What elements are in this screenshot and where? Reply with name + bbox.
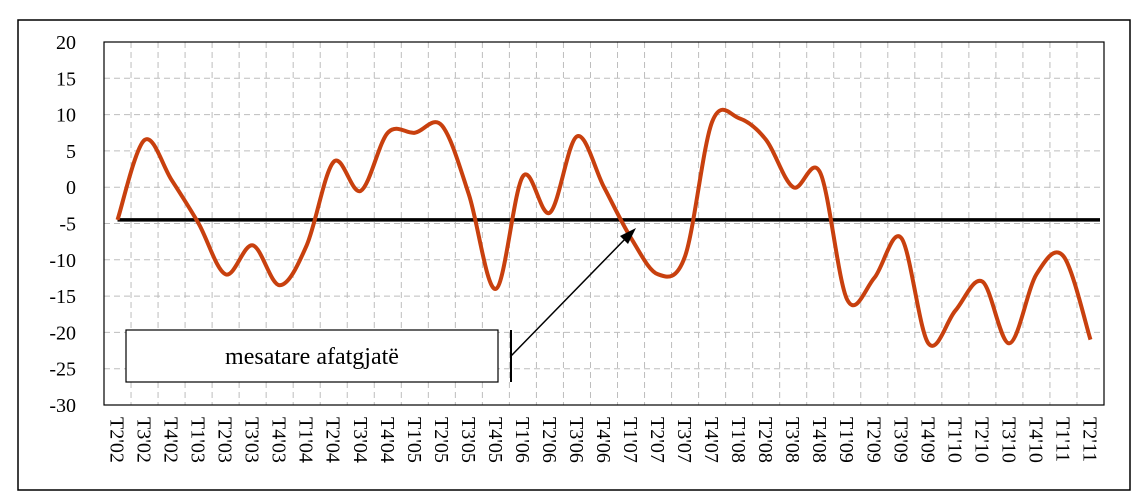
x-tick-label: T2'03 [214, 417, 236, 463]
x-tick-label: T3'09 [889, 417, 911, 463]
plot-frame [103, 41, 1105, 406]
y-tick-label: -20 [49, 322, 76, 344]
y-tick-label: 15 [56, 68, 76, 90]
y-tick-label: -25 [49, 359, 76, 381]
x-tick-label: T3'07 [673, 417, 695, 463]
y-tick-label: -10 [49, 250, 76, 272]
x-tick-label: T1'04 [295, 417, 317, 463]
x-tick-label: T3'08 [781, 417, 803, 463]
x-tick-label: T1'11 [1051, 417, 1073, 462]
x-tick-label: T4'05 [484, 417, 506, 463]
x-tick-label: T2'05 [430, 417, 452, 463]
y-tick-label: -5 [59, 214, 76, 236]
data-line [115, 107, 1093, 348]
y-tick-label: -15 [49, 286, 76, 308]
x-tick-label: T4'06 [592, 417, 614, 463]
annotation-box [125, 329, 499, 383]
y-tick-label: 20 [56, 32, 76, 54]
x-tick-label: T4'07 [700, 417, 722, 463]
x-tick-label: T1'05 [403, 417, 425, 463]
x-tick-label: T2'10 [970, 417, 992, 463]
x-tick-label: T4'09 [916, 417, 938, 463]
x-tick-label: T3'05 [457, 417, 479, 463]
chart-frame [17, 19, 1131, 491]
arrow-head [620, 228, 636, 244]
x-tick-label: T2'09 [862, 417, 884, 463]
x-tick-label: T1'10 [943, 417, 965, 463]
x-tick-label: T3'02 [133, 417, 155, 463]
x-tick-label: T2'08 [754, 417, 776, 463]
x-tick-label: T2'02 [106, 417, 128, 463]
y-tick-label: 0 [66, 177, 76, 199]
x-tick-label: T4'03 [268, 417, 290, 463]
y-tick-label: -30 [49, 395, 76, 417]
x-tick-label: T3'03 [241, 417, 263, 463]
annotation-label: mesatare afatgjatë [225, 344, 399, 370]
x-tick-label: T2'06 [538, 417, 560, 463]
x-tick-label: T4'04 [376, 417, 398, 463]
x-tick-label: T1'07 [619, 417, 641, 463]
x-tick-label: T2'11 [1078, 417, 1100, 462]
x-tick-label: T3'04 [349, 417, 371, 463]
x-tick-label: T1'08 [727, 417, 749, 463]
x-tick-label: T1'06 [511, 417, 533, 463]
x-tick-label: T3'06 [565, 417, 587, 463]
y-tick-label: 10 [56, 105, 76, 127]
x-tick-label: T4'08 [808, 417, 830, 463]
x-tick-label: T2'04 [322, 417, 344, 463]
x-tick-label: T3'10 [997, 417, 1019, 463]
x-tick-label: T1'03 [187, 417, 209, 463]
y-tick-label: 5 [66, 141, 76, 163]
x-tick-label: T4'10 [1024, 417, 1046, 463]
x-tick-label: T2'07 [646, 417, 668, 463]
x-tick-label: T1'09 [835, 417, 857, 463]
annotation-arrow [510, 235, 629, 357]
x-tick-label: T4'02 [160, 417, 182, 463]
